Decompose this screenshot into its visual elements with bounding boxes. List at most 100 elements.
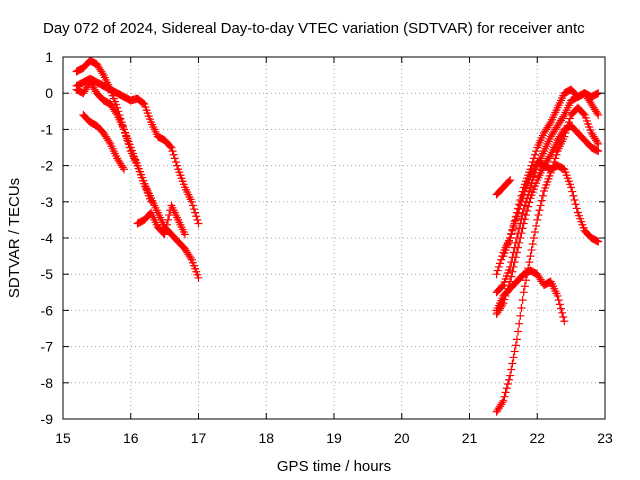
data-point bbox=[550, 157, 559, 166]
data-point bbox=[188, 201, 197, 210]
data-point bbox=[526, 252, 535, 261]
data-point bbox=[560, 132, 569, 141]
data-point bbox=[515, 205, 524, 214]
data-point bbox=[520, 282, 529, 291]
data-point bbox=[528, 240, 537, 249]
data-point bbox=[561, 129, 570, 138]
data-point bbox=[509, 262, 518, 271]
series-track-12 bbox=[492, 266, 569, 326]
data-point bbox=[505, 177, 514, 186]
x-tick-label: 17 bbox=[191, 430, 207, 446]
data-point bbox=[498, 398, 507, 407]
y-tick-label: 1 bbox=[45, 49, 53, 65]
data-point bbox=[529, 234, 538, 242]
data-point bbox=[562, 125, 571, 134]
data-point bbox=[514, 327, 523, 336]
data-point bbox=[511, 341, 520, 350]
data-point bbox=[551, 154, 560, 163]
data-point bbox=[524, 202, 533, 211]
data-point bbox=[501, 388, 510, 397]
y-tick-label: -7 bbox=[41, 339, 54, 355]
data-point bbox=[526, 183, 535, 192]
data-point bbox=[563, 121, 572, 130]
data-point bbox=[521, 211, 530, 220]
data-point bbox=[579, 109, 588, 118]
y-tick-label: -9 bbox=[41, 411, 54, 427]
y-tick-label: -1 bbox=[41, 121, 54, 137]
data-point bbox=[507, 365, 516, 374]
data-point bbox=[532, 221, 541, 230]
x-tick-label: 20 bbox=[394, 430, 410, 446]
data-point bbox=[559, 112, 568, 121]
y-tick-label: -3 bbox=[41, 194, 54, 210]
data-point bbox=[492, 270, 501, 279]
data-point bbox=[119, 165, 128, 174]
data-point bbox=[593, 237, 602, 246]
data-point bbox=[517, 229, 526, 238]
tick-labels: 15 16 17 18 19 20 21 22 23 1 0 -1 -2 -3 -4 -5 -6 -7 -8 -9 bbox=[41, 49, 613, 446]
data-point bbox=[162, 220, 171, 229]
data-point bbox=[511, 253, 520, 262]
data-point bbox=[503, 380, 512, 389]
data-point bbox=[494, 262, 503, 271]
data-point bbox=[516, 201, 525, 210]
data-point bbox=[552, 150, 561, 159]
data-point bbox=[105, 138, 114, 147]
data-point bbox=[519, 219, 528, 228]
data-point bbox=[555, 300, 564, 309]
data-point bbox=[556, 304, 565, 313]
series-track-6 bbox=[492, 176, 515, 199]
x-tick-label: 19 bbox=[326, 430, 342, 446]
data-point bbox=[166, 142, 175, 151]
data-point bbox=[512, 212, 521, 221]
data-point bbox=[532, 147, 541, 156]
data-point bbox=[518, 209, 527, 218]
data-point bbox=[594, 237, 603, 246]
data-point bbox=[193, 215, 202, 224]
data-point bbox=[593, 89, 602, 98]
data-point bbox=[593, 138, 602, 147]
data-point bbox=[517, 197, 526, 206]
data-point bbox=[498, 282, 507, 291]
data-point bbox=[570, 195, 579, 204]
series-track-2 bbox=[72, 74, 203, 228]
data-point bbox=[514, 243, 523, 252]
data-point bbox=[518, 296, 527, 305]
data-point bbox=[502, 384, 511, 393]
data-point bbox=[554, 296, 563, 305]
data-point bbox=[493, 266, 502, 275]
data-point bbox=[594, 139, 603, 148]
y-tick-label: -4 bbox=[41, 230, 54, 246]
y-tick-label: -2 bbox=[41, 158, 54, 174]
x-tick-label: 16 bbox=[123, 430, 139, 446]
data-point bbox=[537, 196, 546, 205]
data-point bbox=[507, 272, 516, 281]
series-track-3 bbox=[72, 78, 203, 282]
data-point bbox=[572, 204, 581, 213]
data-point bbox=[505, 375, 514, 384]
data-point bbox=[508, 267, 517, 276]
data-point bbox=[568, 187, 577, 196]
series-track-4 bbox=[79, 110, 128, 174]
data-point bbox=[565, 114, 574, 123]
data-point bbox=[527, 246, 536, 255]
series-track-10 bbox=[499, 157, 603, 261]
data-point bbox=[559, 313, 568, 322]
data-point bbox=[512, 248, 521, 257]
data-point bbox=[553, 291, 562, 300]
series-track-11 bbox=[492, 103, 603, 416]
data-point bbox=[161, 225, 170, 234]
data-point bbox=[495, 259, 504, 268]
data-point bbox=[510, 258, 519, 267]
y-tick-label: 0 bbox=[45, 85, 53, 101]
data-point bbox=[168, 147, 177, 156]
data-point bbox=[170, 154, 179, 163]
data-point bbox=[507, 230, 516, 239]
x-tick-label: 22 bbox=[529, 430, 545, 446]
data-point bbox=[515, 319, 524, 328]
data-point bbox=[525, 198, 534, 207]
data-point bbox=[520, 215, 529, 224]
data-point bbox=[180, 230, 189, 239]
y-tick-label: -6 bbox=[41, 302, 54, 318]
